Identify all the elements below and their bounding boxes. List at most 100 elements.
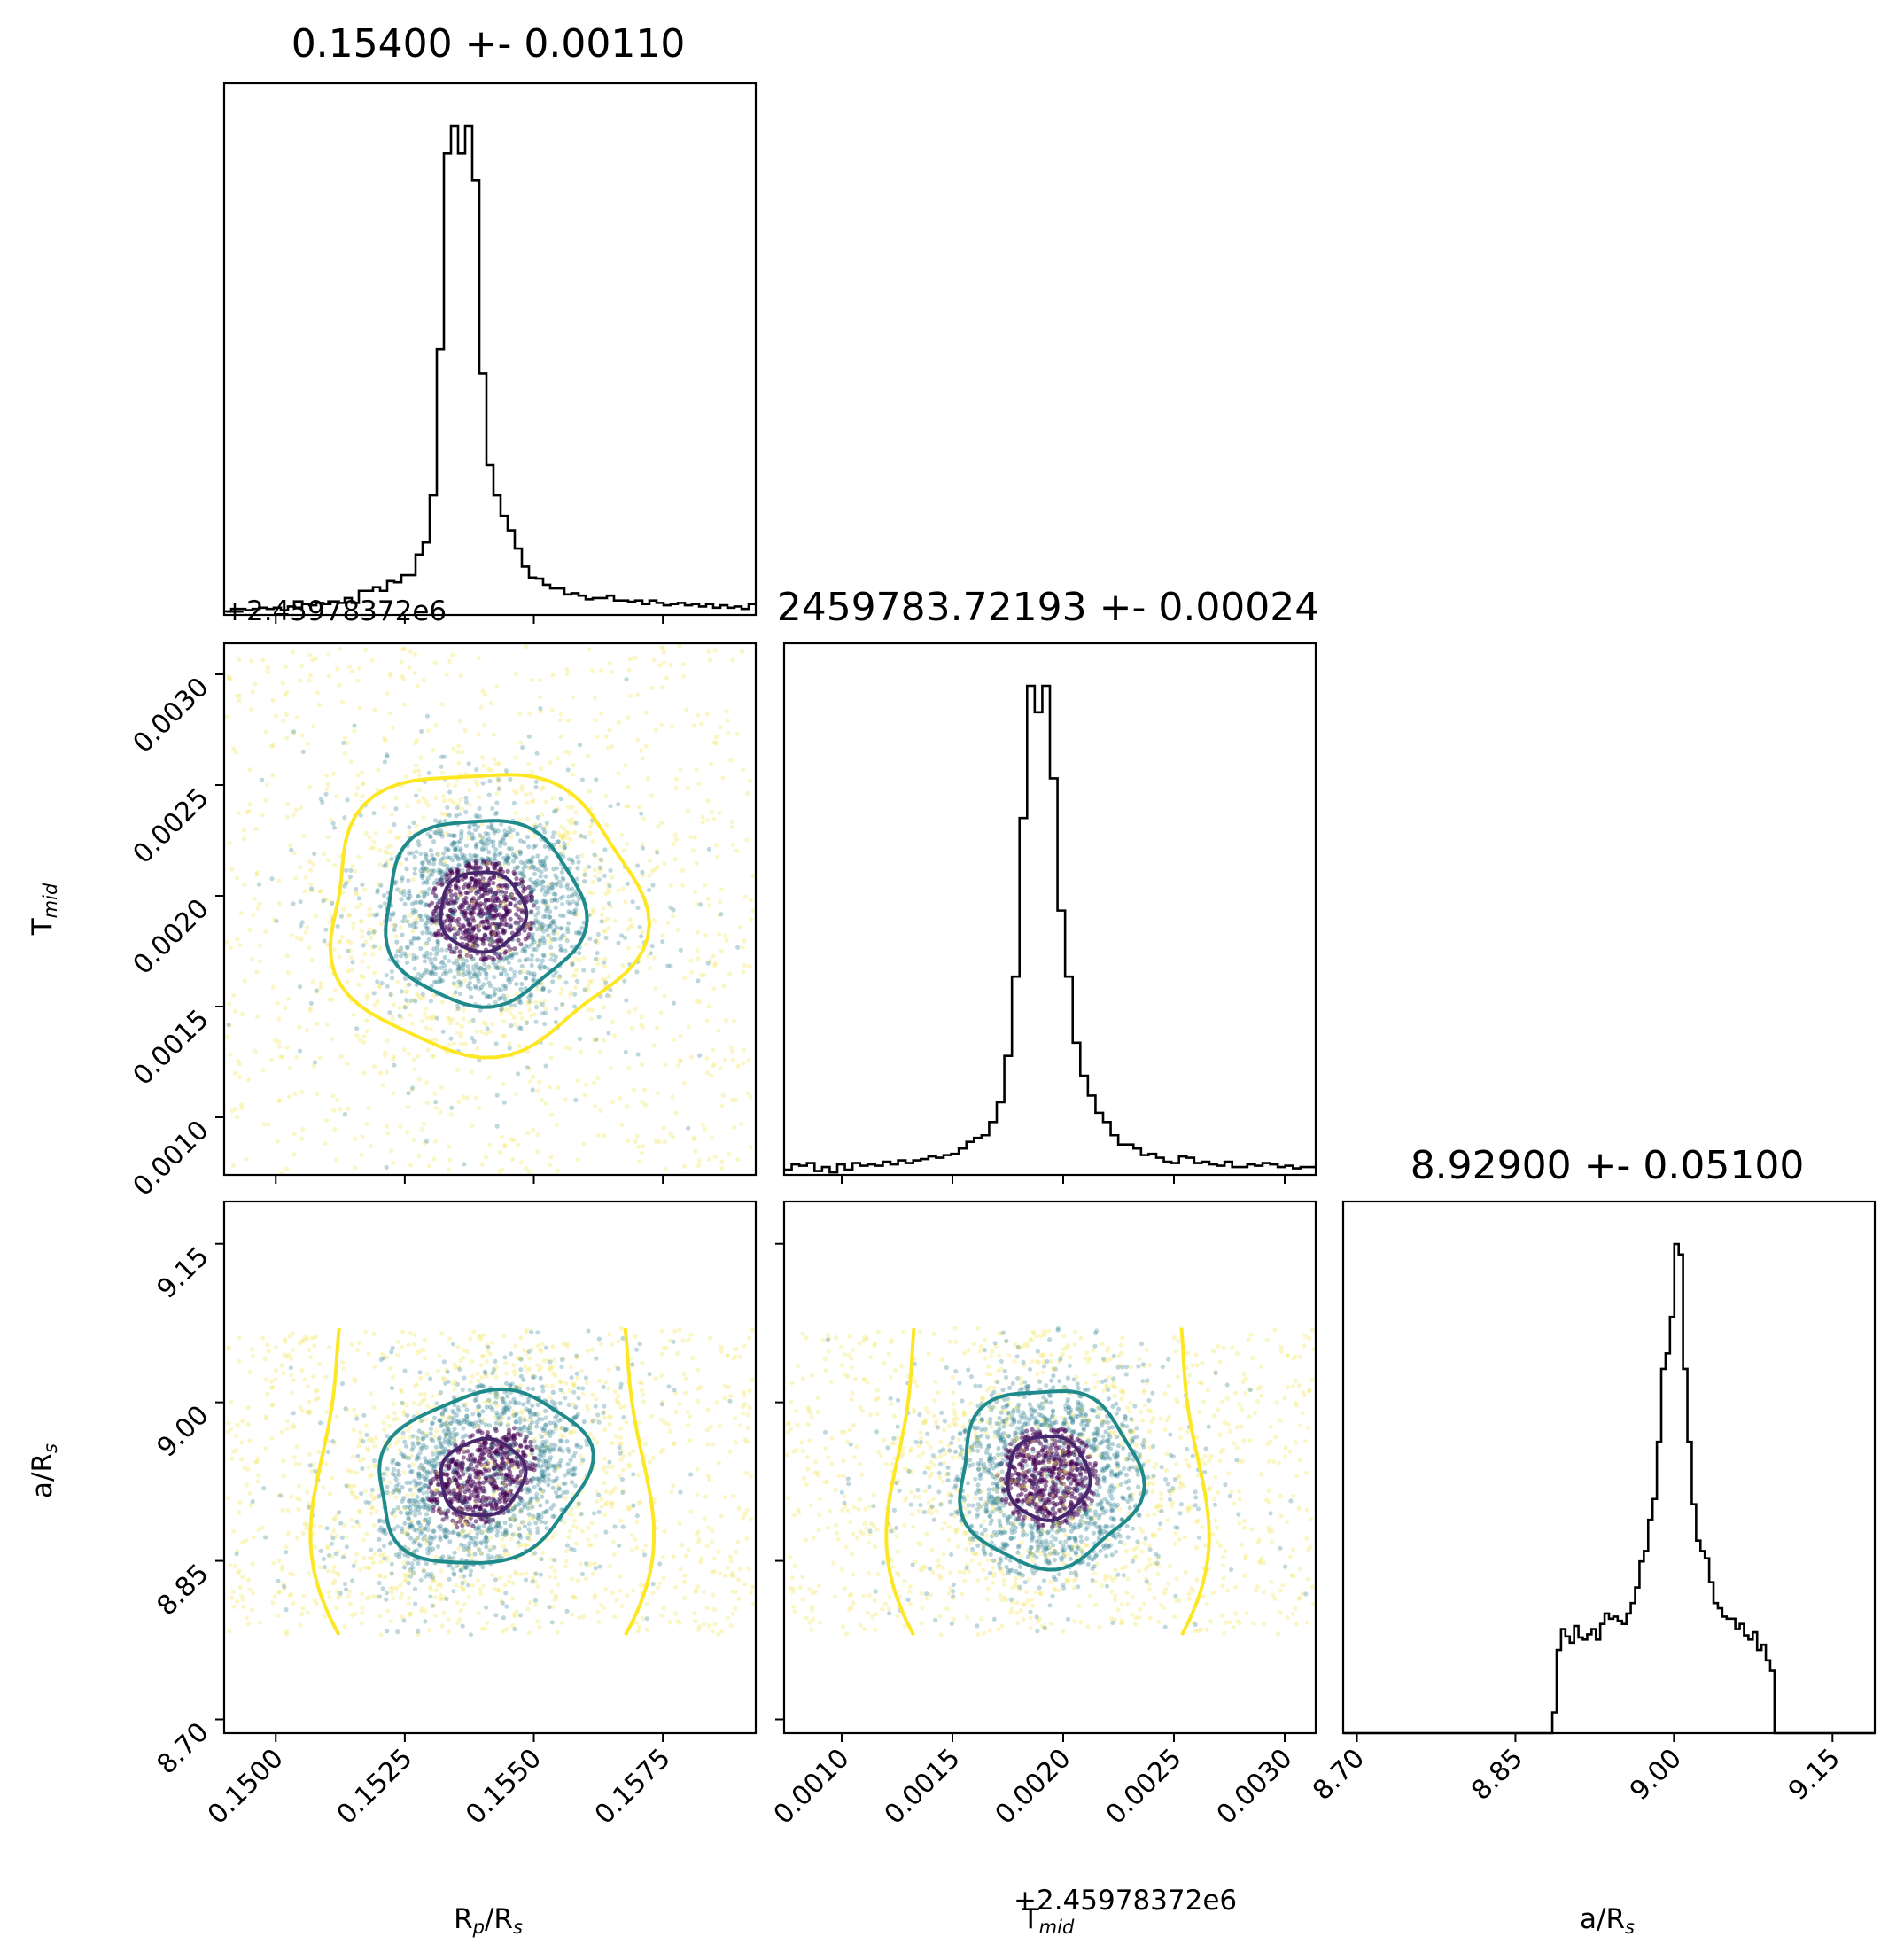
scatter-point	[489, 1528, 494, 1534]
scatter-point	[406, 1515, 411, 1521]
scatter-point	[525, 1400, 531, 1405]
scatter-point	[699, 1556, 704, 1561]
scatter-point	[289, 933, 294, 938]
scatter-point	[652, 867, 657, 872]
scatter-point	[734, 848, 740, 853]
scatter-point	[740, 649, 745, 654]
scatter-point	[543, 824, 548, 830]
scatter-point	[338, 914, 344, 919]
scatter-point	[262, 1357, 268, 1362]
scatter-point	[383, 737, 388, 743]
scatter-point	[472, 1494, 478, 1499]
scatter-point	[462, 1602, 468, 1607]
scatter-point	[635, 863, 641, 868]
scatter-point	[420, 930, 425, 936]
scatter-point	[631, 1449, 636, 1454]
scatter-point	[540, 1494, 545, 1499]
scatter-point	[730, 842, 735, 847]
scatter-point	[559, 901, 565, 907]
scatter-point	[345, 797, 350, 803]
scatter-point	[540, 884, 546, 890]
scatter-point	[305, 742, 310, 747]
scatter-point	[532, 1484, 537, 1490]
scatter-point	[531, 946, 536, 952]
scatter-point	[386, 1423, 392, 1428]
scatter-point	[289, 847, 294, 852]
scatter-point	[280, 1054, 285, 1060]
scatter-point	[553, 937, 558, 942]
scatter-point	[534, 1149, 540, 1155]
scatter-point	[314, 1601, 319, 1606]
scatter-point	[411, 1057, 416, 1062]
scatter-point	[479, 1471, 486, 1476]
scatter-point	[688, 1332, 694, 1337]
scatter-point	[344, 1535, 349, 1540]
scatter-point	[383, 1575, 388, 1580]
scatter-point	[237, 697, 242, 704]
scatter-point	[452, 1437, 457, 1443]
scatter-point	[584, 942, 589, 947]
scatter-point	[525, 956, 531, 961]
scatter-point	[644, 1601, 649, 1606]
scatter-point	[587, 647, 592, 652]
scatter-point	[355, 773, 361, 778]
scatter-point	[433, 1038, 439, 1043]
scatter-point	[497, 852, 502, 857]
scatter-point	[361, 943, 366, 948]
scatter-point	[517, 958, 523, 963]
scatter-point	[250, 1591, 255, 1596]
scatter-point	[433, 795, 439, 800]
scatter-point	[400, 647, 406, 652]
scatter-point	[582, 867, 588, 873]
scatter-point	[431, 966, 437, 971]
scatter-point	[727, 1554, 734, 1559]
scatter-point	[424, 1139, 430, 1144]
scatter-point	[512, 1569, 518, 1575]
scatter-point	[470, 836, 475, 841]
scatter-point	[371, 839, 377, 844]
scatter-point	[714, 735, 719, 740]
scatter-point	[366, 1465, 371, 1470]
scatter-point	[508, 949, 513, 954]
scatter-point	[552, 1530, 557, 1536]
scatter-point	[527, 1599, 533, 1606]
scatter-point	[584, 1381, 590, 1386]
scatter-point	[500, 927, 506, 932]
scatter-point	[680, 883, 686, 888]
scatter-point	[529, 1480, 534, 1485]
scatter-point	[391, 1091, 396, 1096]
scatter-point	[680, 662, 686, 667]
scatter-point	[546, 890, 551, 895]
scatter-point	[402, 976, 408, 981]
scatter-point	[702, 883, 707, 888]
scatter-point	[260, 657, 266, 663]
scatter-point	[506, 1579, 511, 1584]
scatter-point	[507, 980, 513, 985]
scatter-point	[544, 927, 549, 932]
scatter-point	[253, 1048, 258, 1054]
scatter-point	[285, 996, 291, 1001]
scatter-point	[537, 1624, 542, 1630]
scatter-point	[451, 1041, 456, 1046]
scatter-point	[696, 1163, 701, 1169]
scatter-point	[425, 803, 431, 808]
scatter-point	[593, 1561, 598, 1567]
scatter-point	[385, 1131, 391, 1136]
scatter-point	[441, 754, 447, 759]
scatter-point	[524, 1020, 530, 1025]
scatter-point	[439, 764, 444, 769]
scatter-point	[423, 913, 428, 918]
scatter-point	[543, 1458, 548, 1464]
scatter-point	[457, 838, 463, 844]
scatter-point	[740, 767, 746, 773]
scatter-point	[606, 886, 611, 891]
scatter-point	[711, 953, 716, 959]
scatter-point	[477, 986, 482, 992]
scatter-point	[636, 945, 641, 950]
scatter-point	[455, 958, 460, 963]
scatter-point	[431, 946, 437, 952]
scatter-point	[427, 930, 432, 936]
scatter-point	[550, 1479, 556, 1484]
scatter-point	[417, 890, 423, 895]
